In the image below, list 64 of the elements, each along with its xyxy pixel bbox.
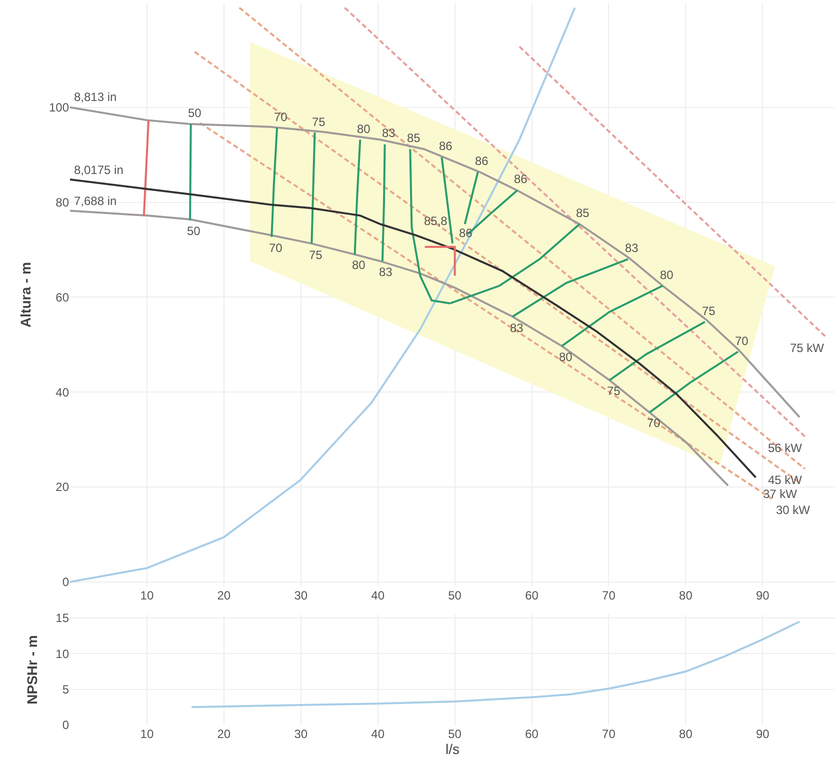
x-tick-label: 10: [140, 727, 154, 741]
annotation: 56 kW: [768, 441, 803, 455]
annotation: 80: [357, 122, 371, 136]
y-tick-label: 20: [56, 480, 70, 494]
x-tick-label: 90: [756, 588, 770, 603]
annotation: 45 kW: [768, 473, 803, 487]
x-tick-label: 50: [448, 727, 462, 741]
annotation: 80: [559, 350, 573, 364]
y-tick-label: 0: [62, 718, 70, 732]
x-tick-label: 40: [371, 727, 385, 741]
annotation: 70: [647, 416, 661, 430]
x-tick-label: 60: [525, 588, 539, 603]
x-tick-label: 20: [217, 727, 231, 741]
annotation: 75: [309, 248, 323, 262]
annotation: 83: [625, 241, 639, 255]
x-axis-title: l/s: [446, 741, 460, 757]
y-axis-title: NPSHr - m: [24, 635, 40, 704]
x-tick-label: 30: [294, 588, 308, 603]
y-tick-label: 80: [56, 195, 70, 210]
x-tick-label: 70: [602, 588, 616, 603]
x-tick-label: 20: [217, 588, 231, 603]
annotation: 70: [269, 241, 283, 255]
x-tick-label: 40: [371, 588, 385, 603]
y-tick-label: 10: [56, 646, 70, 661]
x-tick-label: 50: [448, 588, 462, 603]
y-axis-title: Altura - m: [18, 262, 34, 328]
annotation: 75: [702, 304, 716, 318]
annotation: 75: [607, 384, 621, 398]
annotation: 75: [312, 115, 326, 129]
y-tick-label: 15: [56, 611, 70, 626]
annotation: 83: [379, 265, 393, 279]
x-tick-label: 80: [679, 727, 693, 741]
y-tick-label: 60: [56, 290, 70, 304]
annotation: 85,8: [424, 214, 448, 228]
annotation: 70: [274, 110, 288, 124]
annotation: 70: [735, 334, 749, 348]
annotation: 8,813 in: [74, 90, 117, 104]
x-tick-label: 60: [525, 727, 539, 741]
annotation: 30 kW: [776, 503, 811, 517]
y-tick-label: 100: [48, 100, 70, 115]
x-tick-label: 90: [756, 727, 770, 741]
annotation: 80: [352, 258, 366, 272]
annotation: 85: [576, 206, 590, 220]
annotation: 75 kW: [790, 341, 825, 355]
x-tick-label: 30: [294, 727, 308, 741]
annotation: 86: [439, 139, 453, 153]
annotation: 86: [475, 154, 489, 168]
annotation: 86: [459, 226, 473, 240]
annotation: 8,0175 in: [74, 163, 124, 177]
annotation: 86: [514, 172, 528, 186]
annotation: 50: [187, 224, 201, 238]
annotation: 85: [407, 131, 421, 145]
annotation: 7,688 in: [74, 194, 117, 208]
annotation: 80: [660, 268, 674, 282]
x-tick-label: 80: [679, 588, 693, 603]
y-tick-label: 5: [62, 682, 70, 697]
x-tick-label: 10: [140, 588, 154, 603]
annotation: 83: [382, 126, 396, 140]
annotation: 37 kW: [763, 487, 798, 501]
annotation: 50: [188, 106, 202, 120]
x-tick-label: 70: [602, 727, 616, 741]
y-tick-label: 40: [56, 385, 70, 400]
annotation: 83: [510, 321, 524, 335]
y-tick-label: 0: [62, 575, 70, 590]
